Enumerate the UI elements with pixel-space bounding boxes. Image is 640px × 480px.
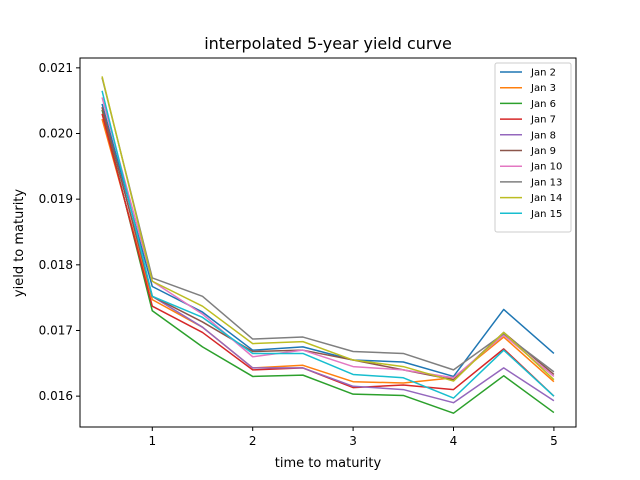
x-axis: 1 2 3 4 5 [148,427,558,448]
series-line-jan-15 [101,90,555,399]
x-tick-label: 1 [148,434,156,448]
legend-label: Jan 3 [530,83,556,94]
x-axis-label: time to maturity [275,456,382,471]
legend-label: Jan 7 [530,115,556,126]
y-tick-label: 0.016 [39,389,73,403]
legend-label: Jan 9 [530,146,556,157]
x-tick-label: 4 [450,434,458,448]
series-lines [101,76,555,414]
y-tick-label: 0.018 [39,258,73,272]
series-line-jan-8 [101,107,555,404]
y-axis-label: yield to maturity [12,189,27,298]
legend-label: Jan 14 [530,193,562,204]
legend: Jan 2 Jan 3 Jan 6 Jan 7 Jan 8 Jan 9 Jan 10 Jan … [494,62,572,233]
series-line-jan-2 [101,103,555,378]
y-axis: 0.016 0.017 0.018 0.019 0.020 0.021 [39,61,80,403]
x-tick-label: 3 [349,434,357,448]
chart-title: interpolated 5-year yield curve [204,34,452,53]
series-line-jan-14 [101,76,555,382]
series-line-jan-13 [101,77,555,373]
legend-label: Jan 2 [530,68,556,79]
y-tick-label: 0.021 [39,61,73,75]
y-tick-label: 0.019 [39,192,73,206]
axes-frame [79,57,577,428]
legend-label: Jan 13 [530,177,562,188]
legend-label: Jan 15 [530,209,562,220]
x-tick-label: 5 [550,434,558,448]
legend-label: Jan 8 [530,130,556,141]
legend-label: Jan 6 [530,99,556,110]
legend-label: Jan 10 [530,162,562,173]
legend-box [494,62,572,233]
y-tick-label: 0.017 [39,323,73,337]
series-line-jan-6 [101,109,555,414]
y-tick-label: 0.020 [39,127,73,141]
x-tick-label: 2 [249,434,257,448]
